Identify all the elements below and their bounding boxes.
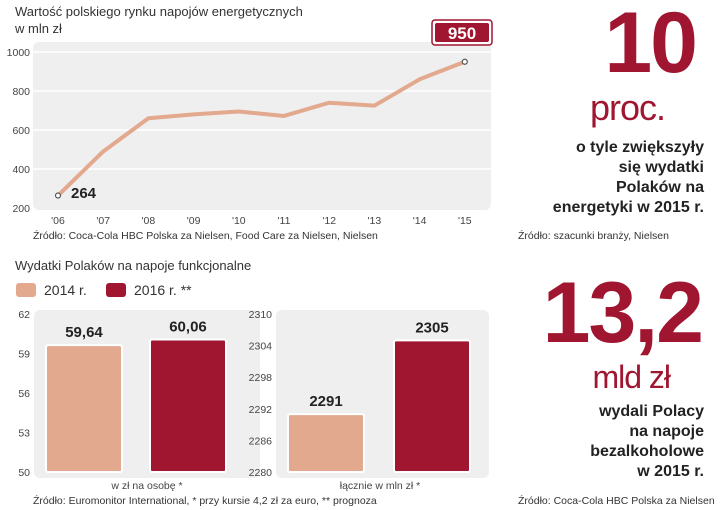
- stat1-line: o tyle zwiększyły: [575, 139, 704, 156]
- stat1-line: energetyki w 2015 r.: [552, 199, 704, 216]
- stat2-line: w 2015 r.: [637, 463, 704, 480]
- y-tick-label: 1000: [7, 47, 31, 59]
- legend-label-2014: 2014 r.: [44, 282, 87, 298]
- stat1-source: Źródło: szacunki branży, Nielsen: [518, 230, 669, 242]
- x-tick-label: '07: [96, 215, 110, 227]
- y-tick-label: 2310: [249, 309, 273, 321]
- stat2-line: na napoje: [629, 423, 704, 440]
- y-tick-label: 2286: [249, 435, 273, 447]
- line-chart: 200 400 600 800 1000 '06 '07 '08 '09 '10 '11 '12 '1…: [7, 19, 493, 227]
- x-tick-label: '13: [368, 215, 382, 227]
- line-end-callout: 950: [431, 19, 493, 46]
- line-point: [54, 192, 62, 199]
- bar-chart-source: Źródło: Euromonitor International, * prz…: [33, 495, 377, 507]
- bar-value-label: 2305: [415, 319, 448, 336]
- bar-value-label: 60,06: [169, 319, 207, 336]
- legend-label-2016: 2016 r. **: [134, 282, 192, 298]
- x-tick-label: '12: [322, 215, 336, 227]
- y-tick-label: 53: [18, 428, 30, 440]
- y-tick-label: 600: [12, 125, 30, 137]
- y-tick-label: 800: [12, 86, 30, 98]
- y-tick-label: 56: [18, 388, 30, 400]
- x-tick-label: '06: [51, 215, 65, 227]
- stat2-line: bezalkoholowe: [590, 443, 704, 460]
- stat1-line: Polaków na: [615, 179, 704, 196]
- bar: [45, 344, 123, 473]
- bar-chart-title: Wydatki Polaków na napoje funkcjonalne: [15, 258, 252, 273]
- y-tick-label: 200: [12, 203, 30, 215]
- x-tick-label: '08: [142, 215, 156, 227]
- y-tick-label: 2280: [249, 467, 273, 479]
- x-tick-label: '09: [187, 215, 201, 227]
- stat1-number: 10: [604, 0, 698, 91]
- bar: [393, 339, 471, 474]
- line-point: [461, 58, 468, 65]
- line-series: [56, 59, 467, 198]
- line-chart-x-ticks: '06 '07 '08 '09 '10 '11 '12 '13 '14 '15: [51, 215, 472, 227]
- stat2-description: wydali Polacy na napoje bezalkoholowe w …: [504, 402, 704, 482]
- x-tick-label: '14: [413, 215, 427, 227]
- stat2-source: Źródło: Coca-Cola HBC Polska za Nielsen: [518, 495, 715, 507]
- line-start-label: 264: [71, 185, 97, 202]
- stat1-description: o tyle zwiększyły się wydatki Polaków na…: [504, 138, 704, 218]
- line-chart-panel: [33, 42, 491, 210]
- line-chart-unit: w mln zł: [15, 21, 62, 36]
- line-chart-source: Źródło: Coca-Cola HBC Polska za Nielsen,…: [33, 230, 378, 242]
- bar-charts: 50 53 56 59 62 59,64 60,06 2280 2286 2292 2298 230…: [18, 309, 489, 492]
- y-tick-label: 2298: [249, 372, 273, 384]
- bar-value-label: 2291: [309, 393, 342, 410]
- y-tick-label: 50: [18, 467, 30, 479]
- bar-value-label: 59,64: [65, 324, 103, 341]
- bar: [287, 413, 365, 473]
- y-tick-label: 59: [18, 349, 30, 361]
- bar-panel1-label: w zł na osobę *: [110, 480, 182, 492]
- stat2-line: wydali Polacy: [599, 403, 704, 420]
- legend-swatch-2014: [16, 283, 36, 297]
- x-tick-label: '11: [278, 215, 291, 227]
- bar: [149, 338, 227, 473]
- stat1-unit: proc.: [589, 87, 666, 128]
- y-tick-label: 400: [12, 164, 30, 176]
- line-chart-y-ticks: 200 400 600 800 1000: [7, 47, 31, 215]
- line-end-label: 950: [448, 24, 476, 43]
- stat1-line: się wydatki: [618, 159, 704, 176]
- bar-chart-per-person: 50 53 56 59 62 59,64 60,06: [18, 309, 227, 479]
- line-chart-points: [54, 58, 468, 199]
- y-tick-label: 2292: [249, 404, 273, 416]
- line-chart-gridlines: [33, 51, 491, 170]
- x-tick-label: '10: [232, 215, 246, 227]
- stat2-unit: mld zł: [592, 359, 671, 395]
- line-chart-title: Wartość polskiego rynku napojów energety…: [15, 4, 303, 19]
- legend-swatch-2016: [106, 283, 126, 297]
- y-tick-label: 2304: [249, 341, 273, 353]
- bar-panel2-label: łącznie w mln zł *: [340, 480, 421, 492]
- x-tick-label: '15: [458, 215, 472, 227]
- y-tick-label: 62: [18, 309, 30, 321]
- stat2-number: 13,2: [542, 265, 704, 361]
- bar-chart-total: 2280 2286 2292 2298 2304 2310 2291 2305: [249, 309, 471, 479]
